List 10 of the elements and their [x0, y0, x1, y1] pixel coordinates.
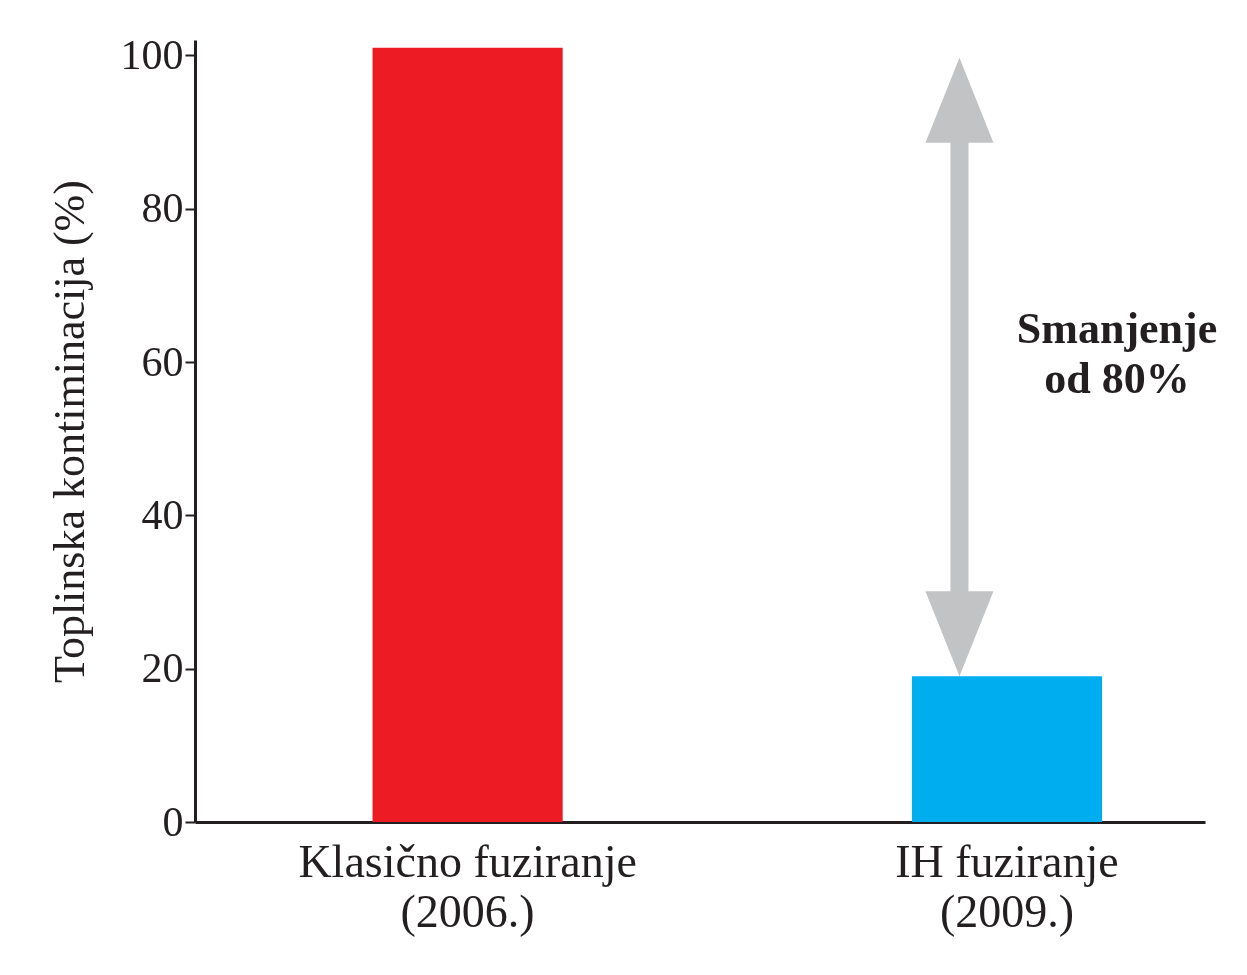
y-tick-label: 80 — [141, 185, 184, 232]
y-tick-label: 20 — [141, 645, 184, 692]
y-tick-label: 0 — [162, 798, 184, 845]
y-axis-title: Toplinska kontiminacija (%) — [44, 180, 94, 683]
y-tick-label: 40 — [141, 491, 184, 538]
x-tick-label: Klasično fuziranje (2006.) — [298, 835, 637, 937]
annotation: Smanjenje od 80% — [1016, 304, 1218, 403]
y-tick-label: 60 — [141, 338, 184, 385]
y-tick-label: 100 — [120, 31, 184, 78]
x-tick-label: IH fuziranje (2009.) — [895, 835, 1119, 937]
